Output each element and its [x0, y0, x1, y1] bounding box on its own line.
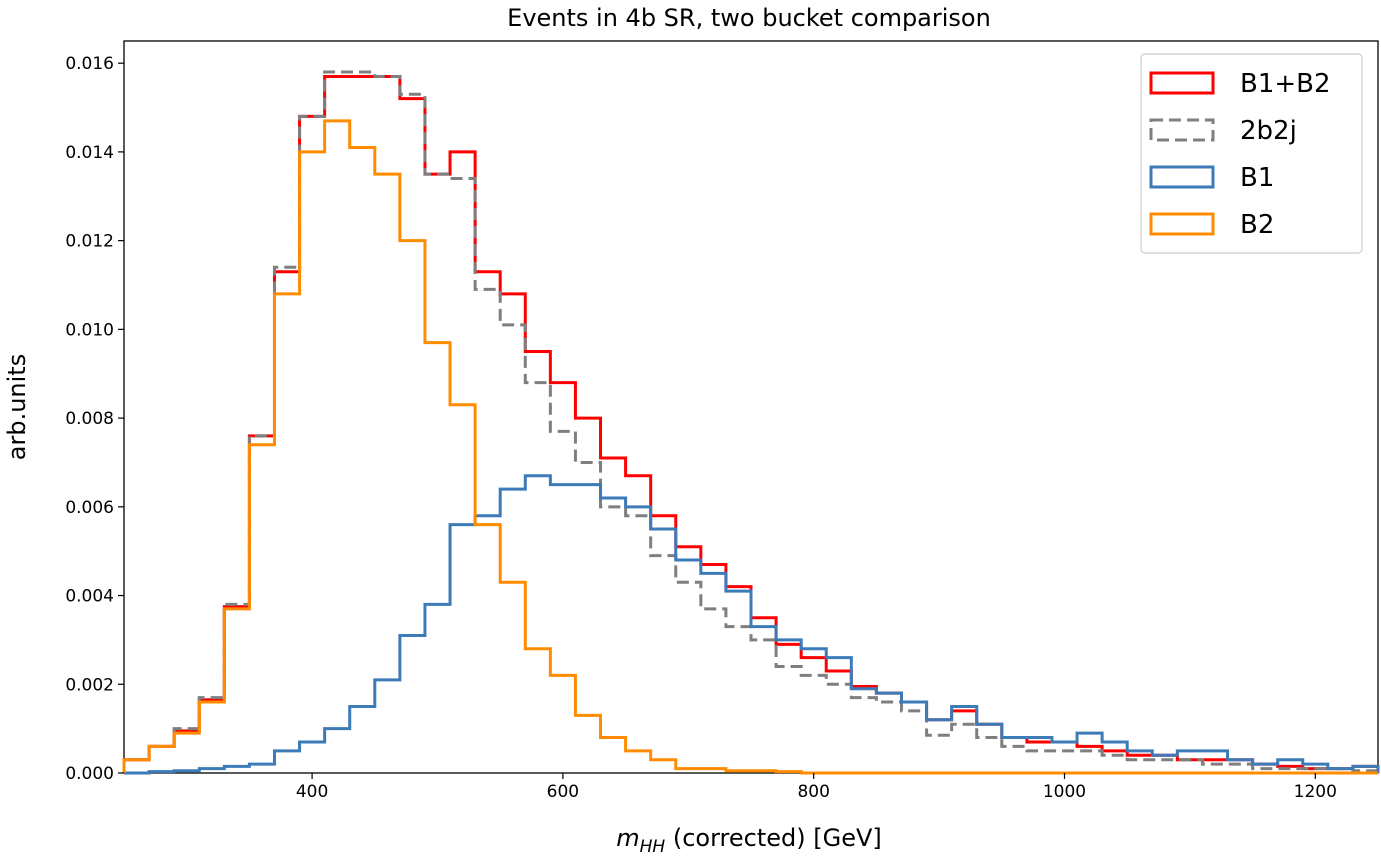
series-3-step-line — [124, 474, 1380, 775]
x-axis-title-rest: (corrected) [GeV] — [665, 824, 882, 852]
legend-label: B1+B2 — [1240, 69, 1331, 99]
y-tick-label: 0.006 — [65, 498, 114, 518]
chart-title: Events in 4b SR, two bucket comparison — [507, 4, 991, 32]
x-axis-ticks: 400 600 800 1000 1200 — [296, 773, 1337, 802]
series-layer — [122, 70, 1380, 775]
x-axis-title: mHH (corrected) [GeV] — [616, 824, 882, 857]
y-tick-label: 0.014 — [65, 143, 114, 163]
y-tick-label: 0.000 — [65, 764, 114, 784]
legend-label: B1 — [1240, 163, 1274, 193]
legend-swatch — [1149, 212, 1215, 236]
legend-swatch — [1149, 118, 1215, 142]
y-tick-label: 0.012 — [65, 232, 114, 252]
y-tick-label: 0.016 — [65, 54, 114, 74]
x-tick-label: 1200 — [1294, 782, 1337, 802]
legend-swatch — [1149, 165, 1215, 189]
series-2-step-line — [122, 70, 1380, 773]
x-tick-label: 600 — [547, 782, 579, 802]
y-axis-ticks: 0.000 0.002 0.004 0.006 0.008 0.010 0.012 0.014… — [65, 54, 124, 784]
x-tick-label: 400 — [296, 782, 328, 802]
plot-frame — [123, 40, 1379, 774]
legend-label: B2 — [1240, 210, 1274, 240]
y-tick-label: 0.010 — [65, 320, 114, 340]
legend-label: 2b2j — [1240, 116, 1297, 146]
y-tick-label: 0.002 — [65, 675, 114, 695]
legend-frame — [1140, 53, 1363, 254]
x-axis-title-symbol: m — [616, 824, 639, 852]
plot-area — [123, 40, 1379, 774]
y-tick-label: 0.008 — [65, 409, 114, 429]
series-4-step-line — [122, 119, 1378, 775]
x-tick-label: 1000 — [1043, 782, 1086, 802]
legend: B1+B2 2b2j B1 B2 — [1140, 53, 1363, 254]
y-tick-label: 0.004 — [65, 587, 114, 607]
x-tick-label: 800 — [797, 782, 829, 802]
x-axis-title-subscript: HH — [640, 837, 666, 857]
y-axis-title: arb.units — [3, 354, 31, 460]
legend-swatch — [1149, 71, 1215, 95]
